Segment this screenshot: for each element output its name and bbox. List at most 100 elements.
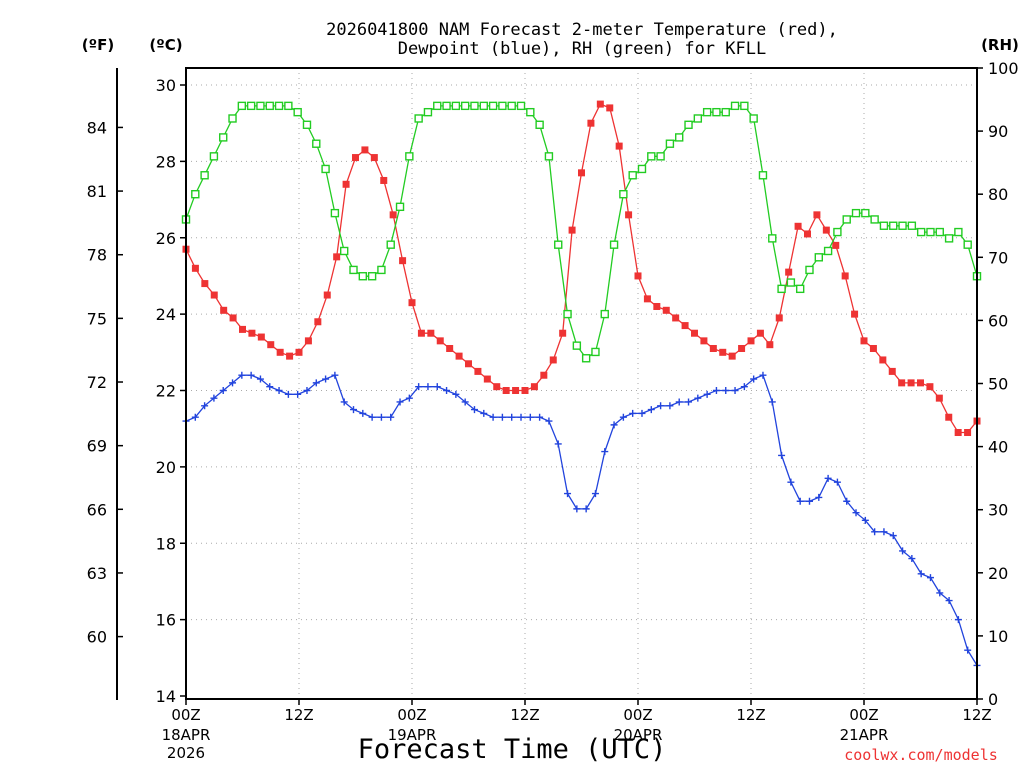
data-point xyxy=(619,189,628,199)
data-point xyxy=(517,413,525,421)
x-tick-label: 12Z xyxy=(284,706,313,724)
data-point xyxy=(275,387,283,394)
data-point xyxy=(722,387,730,394)
data-point xyxy=(787,478,795,486)
rh-tick-label: 90 xyxy=(988,122,1008,141)
x-year-label: 2026 xyxy=(167,744,205,762)
data-point xyxy=(349,265,358,275)
fahrenheit-tick-label: 81 xyxy=(87,182,107,201)
data-point xyxy=(238,371,246,379)
data-point xyxy=(415,383,423,391)
data-point xyxy=(871,528,879,536)
data-point xyxy=(610,421,618,429)
data-point xyxy=(312,139,321,148)
data-point xyxy=(480,409,488,417)
rh-unit-label: (RH) xyxy=(981,36,1019,54)
data-point xyxy=(740,383,748,391)
data-point xyxy=(702,107,712,117)
data-point xyxy=(322,375,330,383)
fahrenheit-tick-label: 78 xyxy=(87,246,107,265)
data-point xyxy=(446,344,454,352)
data-point xyxy=(647,406,655,414)
data-point xyxy=(721,107,730,117)
data-point xyxy=(795,284,805,294)
data-point xyxy=(880,528,888,536)
celsius-tick-label: 26 xyxy=(156,229,176,248)
data-point xyxy=(512,387,520,394)
data-point xyxy=(239,325,246,333)
data-point xyxy=(662,306,670,314)
data-point xyxy=(210,394,218,402)
data-point xyxy=(572,341,582,350)
data-point xyxy=(591,347,600,357)
data-point xyxy=(879,221,889,230)
data-point xyxy=(405,152,414,161)
data-point xyxy=(730,101,740,111)
data-point xyxy=(936,589,944,597)
data-point xyxy=(564,490,572,498)
data-point xyxy=(656,152,665,161)
rh-tick-label: 100 xyxy=(988,59,1019,78)
data-point xyxy=(248,329,256,337)
data-point xyxy=(796,497,804,505)
data-point xyxy=(852,509,860,517)
celsius-tick-label: 16 xyxy=(156,611,176,630)
data-point xyxy=(747,337,755,345)
rh-tick-label: 80 xyxy=(988,185,1008,204)
data-point xyxy=(945,413,953,421)
x-date-label: 19APR xyxy=(388,726,437,744)
data-point xyxy=(265,101,274,111)
celsius-tick-label: 24 xyxy=(156,305,176,324)
data-point xyxy=(573,505,581,513)
data-point xyxy=(368,413,376,421)
data-point xyxy=(465,360,472,368)
data-point xyxy=(944,234,954,243)
data-point xyxy=(530,383,538,391)
fahrenheit-tick-label: 66 xyxy=(87,500,107,519)
data-point xyxy=(323,291,331,299)
rh-tick-label: 70 xyxy=(988,248,1008,267)
data-point xyxy=(889,532,897,540)
chart-title: 2026041800 NAM Forecast 2-meter Temperat… xyxy=(326,20,838,40)
data-point xyxy=(549,356,557,364)
data-point xyxy=(945,597,953,605)
data-point xyxy=(775,314,783,322)
data-point xyxy=(433,383,441,391)
data-point xyxy=(869,344,877,352)
data-point xyxy=(728,352,736,360)
data-point xyxy=(694,394,702,402)
data-point xyxy=(389,211,397,219)
data-point xyxy=(455,352,463,360)
fahrenheit-unit-label: (ºF) xyxy=(82,36,114,54)
data-point xyxy=(526,413,534,421)
data-point xyxy=(643,295,651,303)
data-point xyxy=(889,221,898,230)
data-point xyxy=(681,322,689,330)
data-point xyxy=(303,387,311,394)
data-point xyxy=(591,490,599,498)
data-point xyxy=(498,101,507,111)
data-point xyxy=(719,348,727,356)
credit-label: coolwx.com/models xyxy=(844,746,998,764)
data-point xyxy=(587,119,595,127)
data-point xyxy=(257,333,265,341)
data-point xyxy=(284,390,292,398)
data-point xyxy=(740,101,749,111)
data-point xyxy=(582,505,590,513)
x-tick-label: 12Z xyxy=(962,706,991,724)
data-point xyxy=(786,278,796,287)
data-point xyxy=(601,448,609,456)
data-point xyxy=(619,413,627,421)
data-point xyxy=(304,337,312,345)
data-point xyxy=(629,409,637,417)
data-point xyxy=(578,169,585,177)
data-point xyxy=(794,222,802,230)
data-point xyxy=(964,646,972,654)
data-point xyxy=(899,547,907,555)
celsius-tick-label: 28 xyxy=(156,152,176,171)
data-point xyxy=(758,171,768,180)
celsius-unit-label: (ºC) xyxy=(149,36,182,54)
data-point xyxy=(842,215,851,224)
fahrenheit-tick-label: 75 xyxy=(87,309,107,328)
